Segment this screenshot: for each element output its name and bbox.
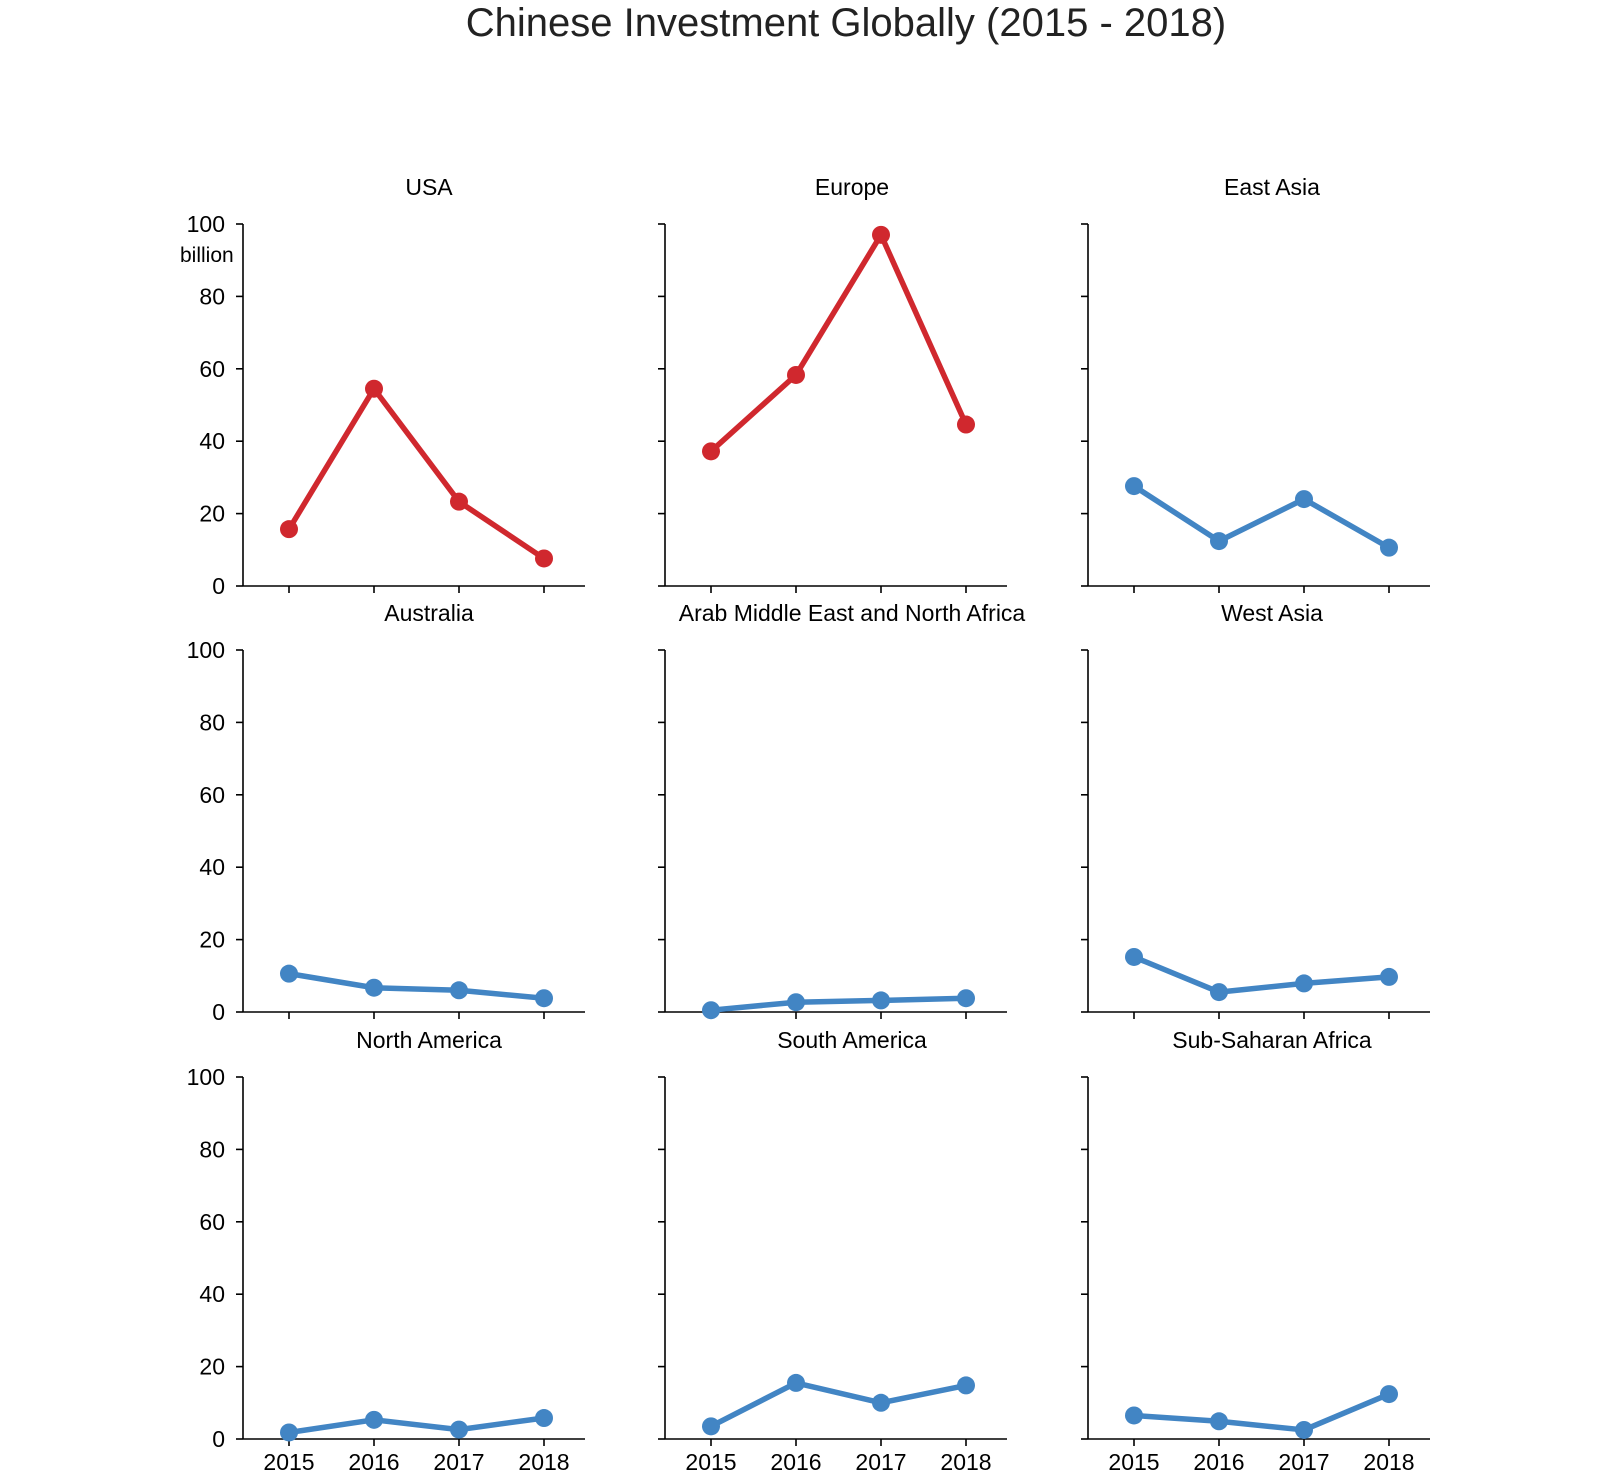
y-tick-label: 40 (199, 854, 225, 880)
data-point (957, 1376, 975, 1395)
data-point (702, 1001, 720, 1020)
y-tick-label: 20 (199, 927, 225, 953)
x-tick-label: 2017 (433, 1449, 484, 1472)
y-tick-label: 0 (212, 573, 225, 599)
y-tick-label: 80 (199, 709, 225, 735)
x-tick-label: 2015 (263, 1449, 314, 1472)
data-point (787, 365, 805, 384)
y-tick-label: 20 (199, 1354, 225, 1380)
data-point (872, 1393, 890, 1412)
data-point (1380, 1385, 1398, 1404)
x-tick-label: 2016 (348, 1449, 399, 1472)
data-point (365, 379, 383, 398)
data-point (1210, 532, 1228, 551)
panel-2: East Asia (1081, 174, 1430, 593)
y-tick-label: 100 (187, 637, 225, 663)
panel-5: West Asia (1081, 600, 1430, 1019)
panel-0: USA 0 20 40 60 80 100 (187, 174, 585, 599)
y-tick-label: 60 (199, 1209, 225, 1235)
y-tick-label: 20 (199, 501, 225, 527)
data-point (872, 991, 890, 1010)
data-point (787, 1373, 805, 1392)
series-line (1131, 483, 1392, 551)
series-line (708, 232, 969, 455)
data-point (1295, 490, 1313, 509)
data-point (1125, 477, 1143, 496)
series-line (708, 1380, 969, 1430)
data-point (1125, 1406, 1143, 1425)
data-point (450, 1420, 468, 1439)
data-point (1380, 538, 1398, 557)
data-point (535, 989, 553, 1008)
x-tick-label: 2015 (685, 1449, 736, 1472)
data-point (957, 989, 975, 1008)
x-tick-label: 2016 (770, 1449, 821, 1472)
panel-4: Arab Middle East and North Africa (658, 600, 1026, 1020)
x-tick-label: 2015 (1108, 1449, 1159, 1472)
data-point (957, 415, 975, 434)
data-point (365, 978, 383, 997)
panel-6: North America 0 20 40 60 80 100 2015 2016 2017 201… (187, 1027, 585, 1475)
panel-title: Sub-Saharan Africa (1172, 1027, 1372, 1053)
y-tick-label: 100 (187, 211, 225, 237)
series-line (286, 970, 547, 1001)
y-tick-label: 60 (199, 356, 225, 382)
data-point (280, 520, 298, 539)
data-point (1380, 967, 1398, 986)
x-tick-label: 2017 (855, 1449, 906, 1472)
y-tick-label: 0 (212, 999, 225, 1025)
x-tick-label: 2018 (1363, 1449, 1414, 1472)
panel-title: Arab Middle East and North Africa (679, 600, 1026, 626)
y-tick-label: 80 (199, 283, 225, 309)
data-point (280, 1423, 298, 1442)
panel-1: Europe (658, 174, 1007, 593)
data-point (1210, 1412, 1228, 1431)
y-tick-label: 0 (212, 1426, 225, 1452)
x-tick-label: 2018 (940, 1449, 991, 1472)
y-tick-label: 80 (199, 1136, 225, 1162)
data-point (1295, 1420, 1313, 1439)
series-line (286, 1415, 547, 1436)
data-point (702, 442, 720, 461)
data-point (365, 1410, 383, 1429)
panel-title: North America (356, 1027, 502, 1053)
panel-3: Australia 0 20 40 60 80 100 (187, 600, 585, 1025)
data-point (1210, 983, 1228, 1002)
data-point (535, 1409, 553, 1428)
y-tick-label: 100 (187, 1064, 225, 1090)
x-tick-label: 2018 (518, 1449, 569, 1472)
data-point (450, 492, 468, 511)
y-unit-label: billion (180, 244, 234, 267)
panel-title: USA (405, 174, 453, 200)
data-point (1295, 974, 1313, 993)
data-point (787, 993, 805, 1012)
data-point (872, 225, 890, 244)
chart-title: Chinese Investment Globally (2015 - 2018… (466, 1, 1226, 45)
data-point (702, 1417, 720, 1436)
x-tick-label: 2016 (1193, 1449, 1244, 1472)
series-line (286, 385, 547, 562)
panel-title: East Asia (1224, 174, 1320, 200)
data-point (1125, 947, 1143, 966)
panel-title: Europe (815, 174, 889, 200)
series-line (1131, 1391, 1392, 1433)
data-point (450, 981, 468, 1000)
x-tick-label: 2017 (1278, 1449, 1329, 1472)
y-tick-label: 40 (199, 1281, 225, 1307)
series-line (708, 995, 969, 1013)
panel-title: Australia (384, 600, 474, 626)
data-point (280, 964, 298, 983)
data-point (535, 549, 553, 568)
panel-7: South America 2015 2016 2017 2018 (658, 1027, 1007, 1475)
panel-title: West Asia (1221, 600, 1323, 626)
y-tick-label: 40 (199, 428, 225, 454)
panel-8: Sub-Saharan Africa 2015 2016 2017 2018 (1081, 1027, 1430, 1475)
series-line (1131, 954, 1392, 995)
y-tick-label: 60 (199, 782, 225, 808)
panel-title: South America (777, 1027, 927, 1053)
